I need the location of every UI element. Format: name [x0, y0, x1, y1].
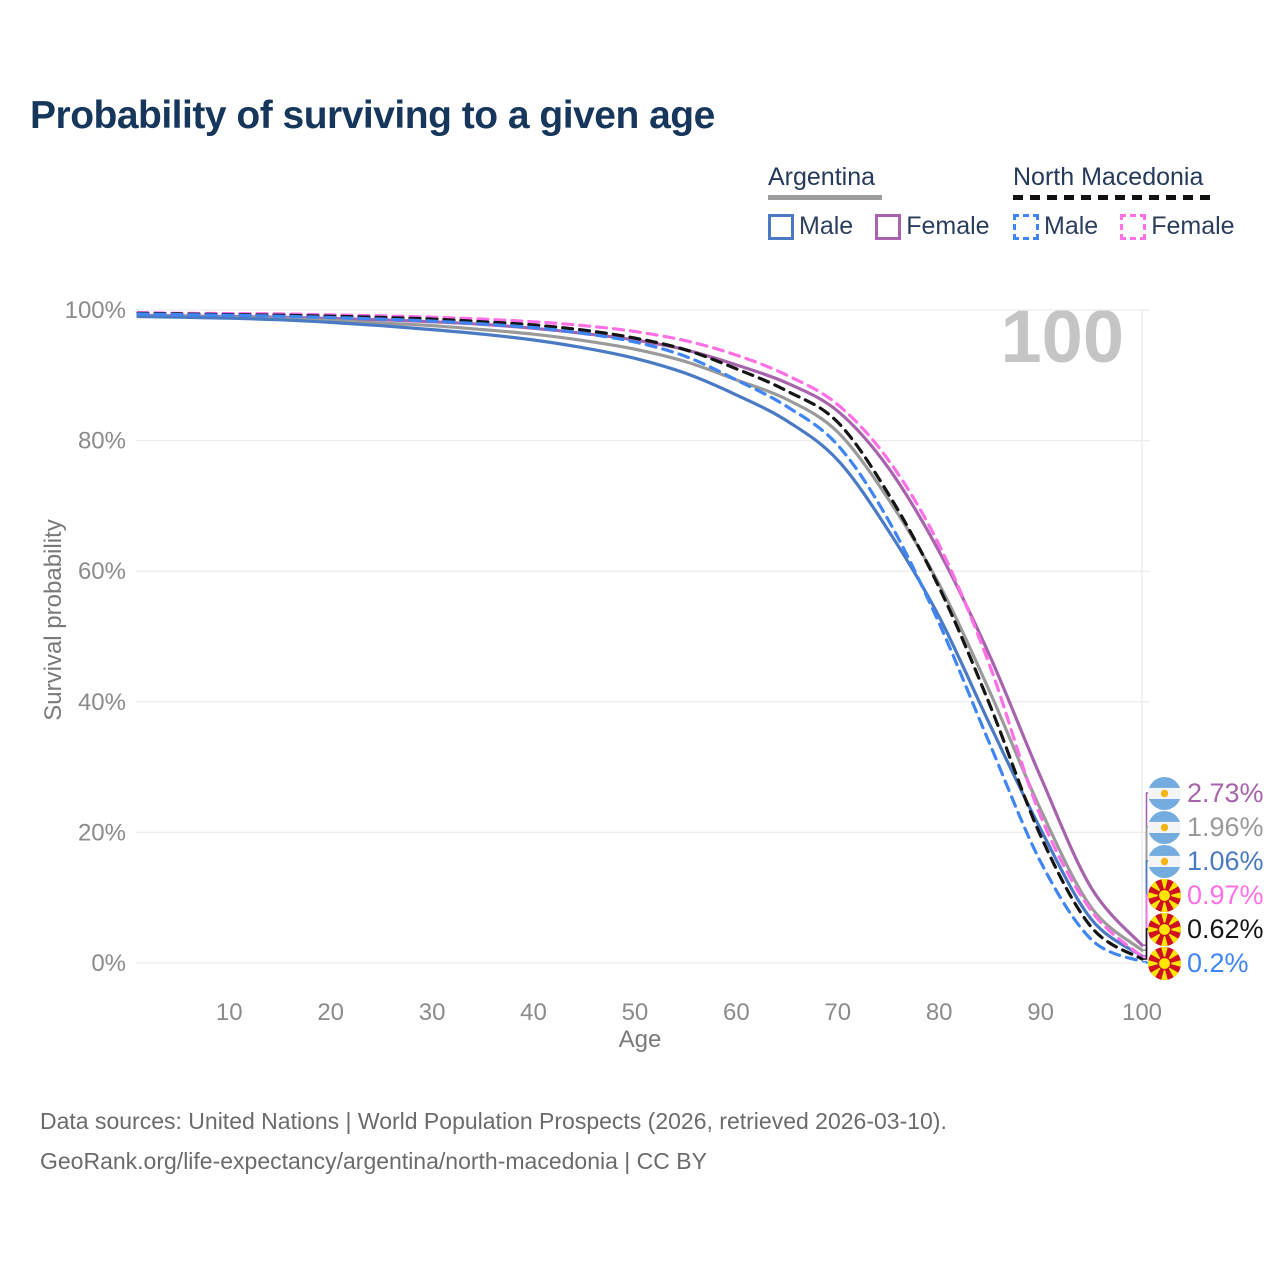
- x-tick-40: 40: [520, 999, 547, 1026]
- x-tick-10: 10: [216, 999, 243, 1026]
- legend-label: Female: [1151, 212, 1235, 240]
- end-value: 1.96%: [1187, 811, 1264, 842]
- argentina-female-swatch-icon: [875, 213, 902, 240]
- curve-argentina-male: [136, 314, 1144, 958]
- y-tick-0%: 0%: [91, 950, 126, 977]
- legend-group-argentina: Argentina Male Female: [768, 163, 990, 241]
- legend-header-argentina: Argentina: [768, 163, 876, 191]
- argentina-flag-icon: [1148, 776, 1181, 810]
- north-macedonia-female-swatch-icon: [1120, 213, 1147, 240]
- age-watermark: 100: [1000, 295, 1124, 378]
- y-tick-20%: 20%: [78, 819, 126, 846]
- legend-label: Male: [1044, 212, 1099, 240]
- x-tick-70: 70: [824, 999, 851, 1026]
- legend-item-north-macedonia-male[interactable]: Male: [1013, 212, 1098, 241]
- north-macedonia-flag-icon: [1148, 878, 1181, 912]
- legend-item-north-macedonia-female[interactable]: Female: [1120, 212, 1235, 241]
- legend-item-argentina-male[interactable]: Male: [768, 212, 853, 241]
- y-tick-100%: 100%: [65, 297, 126, 324]
- end-value: 0.2%: [1187, 947, 1249, 978]
- argentina-male-swatch-icon: [768, 213, 794, 240]
- x-axis-title: Age: [618, 1026, 662, 1053]
- end-label-north-macedonia-both: 0.62%: [1148, 912, 1264, 946]
- end-label-north-macedonia-male: 0.2%: [1148, 946, 1249, 980]
- y-tick-60%: 60%: [78, 558, 126, 585]
- legend-header-north-macedonia: North Macedonia: [1013, 163, 1204, 191]
- legend-label: Male: [799, 212, 854, 240]
- north-macedonia-flag-icon: [1148, 946, 1181, 980]
- north-macedonia-flag-icon: [1148, 912, 1181, 946]
- end-label-north-macedonia-female: 0.97%: [1148, 878, 1264, 912]
- end-label-argentina-male: 1.06%: [1148, 844, 1264, 878]
- legend-underline-north-macedonia: [1013, 195, 1213, 200]
- legend-item-argentina-female[interactable]: Female: [875, 212, 990, 241]
- argentina-flag-icon: [1148, 810, 1181, 844]
- x-tick-90: 90: [1027, 999, 1054, 1026]
- legend-group-north-macedonia: North Macedonia Male Female: [1013, 163, 1235, 241]
- legend-underline-argentina: [768, 195, 882, 200]
- legend-label: Female: [906, 212, 990, 240]
- curve-argentina-female: [136, 313, 1144, 947]
- curve-argentina-both: [136, 314, 1144, 952]
- x-tick-80: 80: [926, 999, 953, 1026]
- x-tick-60: 60: [723, 999, 750, 1026]
- north-macedonia-male-swatch-icon: [1013, 213, 1039, 240]
- x-tick-50: 50: [622, 999, 649, 1026]
- curve-north-macedonia-both: [136, 311, 1144, 961]
- attribution-note: GeoRank.org/life-expectancy/argentina/no…: [40, 1148, 707, 1174]
- argentina-flag-icon: [1148, 844, 1181, 878]
- end-value: 2.73%: [1187, 777, 1264, 808]
- y-axis-title: Survival probability: [40, 519, 67, 721]
- page-title: Probability of surviving to a given age: [30, 94, 715, 137]
- y-tick-80%: 80%: [78, 428, 126, 455]
- curve-north-macedonia-female: [136, 311, 1144, 959]
- end-value: 1.06%: [1187, 845, 1264, 876]
- x-tick-30: 30: [419, 999, 446, 1026]
- x-tick-100: 100: [1122, 999, 1162, 1026]
- curve-north-macedonia-male: [136, 312, 1144, 964]
- end-value: 0.97%: [1187, 879, 1264, 910]
- data-sources-note: Data sources: United Nations | World Pop…: [40, 1108, 947, 1134]
- end-value: 0.62%: [1187, 913, 1264, 944]
- end-label-argentina-both: 1.96%: [1148, 810, 1264, 844]
- end-label-argentina-female: 2.73%: [1148, 776, 1264, 810]
- x-tick-20: 20: [317, 999, 344, 1026]
- y-tick-40%: 40%: [78, 689, 126, 716]
